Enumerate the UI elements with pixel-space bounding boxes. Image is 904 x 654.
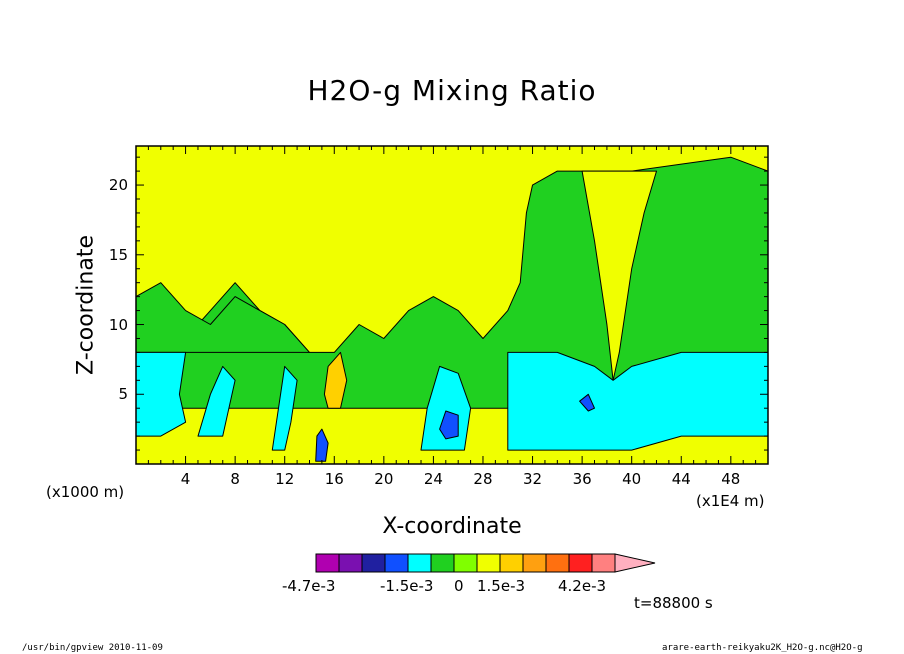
colorbar-swatch (499, 553, 524, 573)
colorbar-label: -1.5e-3 (380, 577, 434, 595)
x-tick-label: 4 (180, 470, 191, 488)
colorbar-swatch (545, 553, 570, 573)
x-axis-label: X-coordinate (382, 514, 522, 539)
colorbar-label: 0 (454, 577, 464, 595)
x-tick-label: 44 (671, 470, 691, 488)
colorbar-label: 4.2e-3 (558, 577, 607, 595)
y-tick-label: 15 (108, 245, 128, 264)
colorbar-swatch (476, 553, 501, 573)
colorbar-swatch (361, 553, 386, 573)
footer-left: /usr/bin/gpview 2010-11-09 (22, 643, 163, 653)
colorbar-swatch (522, 553, 547, 573)
x-tick-label: 40 (622, 470, 642, 488)
colorbar-swatch (407, 553, 432, 573)
contour-green-lower-left (135, 282, 310, 353)
colorbar-swatch (384, 553, 409, 573)
contour-blue-36 (579, 393, 595, 412)
colorbar-extension (614, 553, 656, 573)
colorbar-label: -4.7e-3 (282, 577, 336, 595)
contour-cyan-right (507, 351, 769, 451)
x-unit-label-left: (x1000 m) (46, 483, 125, 501)
y-tick-marks (136, 156, 768, 451)
contour-blue-15 (315, 428, 329, 462)
colorbar-swatch (315, 553, 340, 573)
contour-orange-16 (323, 351, 348, 409)
y-tick-label: 5 (118, 385, 128, 404)
chart-title: H2O-g Mixing Ratio (307, 74, 597, 107)
x-tick-label: 36 (572, 470, 592, 488)
x-tick-marks (147, 146, 757, 464)
contour-cyan-mid (197, 365, 236, 437)
x-tick-label: 28 (473, 470, 493, 488)
x-tick-label: 24 (423, 470, 443, 488)
time-label: t=88800 s (634, 594, 713, 612)
contour-blue-26 (439, 410, 459, 440)
contour-regions (135, 156, 769, 462)
x-tick-label: 48 (721, 470, 741, 488)
y-tick-label: 10 (108, 315, 128, 334)
plot-frame (135, 145, 769, 465)
x-tick-label: 32 (523, 470, 543, 488)
footer-right: arare-earth-reikyaku2K_H2O-g.nc@H2O-g (662, 643, 863, 653)
x-unit-label-right: (x1E4 m) (696, 492, 765, 510)
y-axis-label: Z-coordinate (73, 235, 99, 375)
y-tick-label: 20 (108, 176, 128, 195)
colorbar-label: 1.5e-3 (477, 577, 526, 595)
colorbar (315, 553, 656, 573)
colorbar-swatch (338, 553, 363, 573)
contour-yellow-wedge (581, 170, 657, 381)
contour-cyan-12 (271, 365, 298, 451)
x-tick-label: 12 (275, 470, 295, 488)
colorbar-swatch (591, 553, 616, 573)
x-tick-label: 16 (324, 470, 344, 488)
colorbar-swatch (568, 553, 593, 573)
colorbar-swatch (430, 553, 455, 573)
colorbar-swatch (453, 553, 478, 573)
x-tick-label: 20 (374, 470, 394, 488)
x-tick-label: 8 (230, 470, 240, 488)
